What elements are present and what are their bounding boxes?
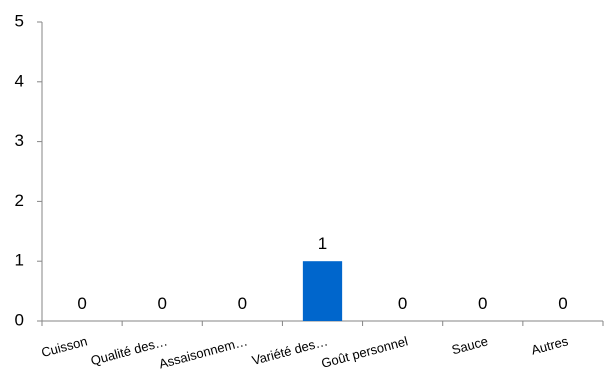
x-tick-labels: Cuisson Qualité des…Assaisonnem… Variété d… — [40, 333, 571, 371]
y-tick-label: 1 — [15, 251, 24, 270]
axes — [37, 21, 604, 326]
x-tick-label: Variété des… — [250, 333, 329, 368]
data-label: 1 — [318, 234, 327, 253]
data-labels: 0 0 0 1 0 0 0 — [77, 234, 567, 313]
x-tick-label: Autres — [530, 333, 571, 357]
data-label: 0 — [77, 294, 86, 313]
y-tick-label: 0 — [15, 310, 24, 329]
x-tick-label: Cuisson — [40, 333, 89, 360]
x-tick-label: Sauce — [450, 333, 490, 357]
data-label: 0 — [398, 294, 407, 313]
y-tick-label: 5 — [15, 11, 24, 30]
data-label: 0 — [157, 294, 166, 313]
data-label: 0 — [238, 294, 247, 313]
bar — [302, 261, 343, 321]
y-tick-label: 2 — [15, 191, 24, 210]
x-tick-label: Qualité des… — [89, 333, 169, 368]
y-tick-label: 3 — [15, 131, 24, 150]
data-label: 0 — [478, 294, 487, 313]
bars — [302, 261, 343, 321]
y-tick-label: 4 — [15, 71, 24, 90]
y-tick-labels: 0 1 2 3 4 5 — [15, 11, 24, 329]
data-label: 0 — [558, 294, 567, 313]
x-tick-label: Goût personnel — [320, 333, 410, 371]
x-tick-label: Assaisonnem… — [157, 333, 249, 371]
